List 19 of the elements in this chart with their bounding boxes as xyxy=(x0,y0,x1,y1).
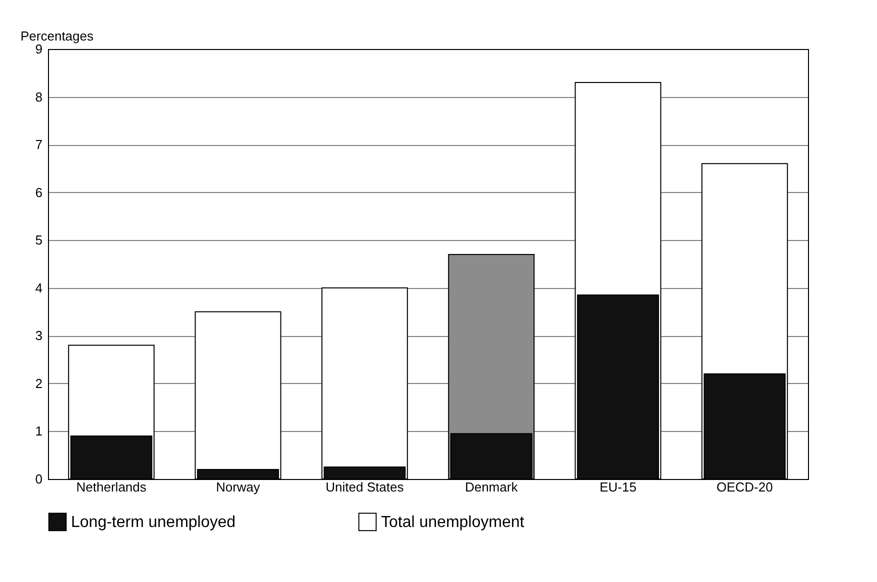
y-tick-label: 9 xyxy=(35,42,42,56)
x-tick-label: EU-15 xyxy=(600,480,636,494)
y-tick-label: 5 xyxy=(35,232,42,248)
x-tick-label: OECD-20 xyxy=(716,480,773,494)
y-tick-label: 1 xyxy=(35,424,42,439)
legend-label: Long-term unemployed xyxy=(71,514,236,531)
y-tick-label: 4 xyxy=(35,280,42,296)
x-tick-label: Denmark xyxy=(464,480,518,494)
legend-label: Total unemployment xyxy=(381,514,525,531)
y-tick-label: 3 xyxy=(35,328,42,344)
y-tick-label: 8 xyxy=(35,89,42,104)
y-tick-label: 7 xyxy=(35,137,42,152)
x-tick-label: Norway xyxy=(216,480,261,494)
x-tick-label: Netherlands xyxy=(76,480,147,494)
y-axis-title: Percentages xyxy=(20,28,94,44)
y-tick-label: 0 xyxy=(35,472,42,486)
y-tick-label: 6 xyxy=(35,184,42,200)
x-tick-label: United States xyxy=(326,480,404,494)
y-tick-label: 2 xyxy=(35,376,42,391)
